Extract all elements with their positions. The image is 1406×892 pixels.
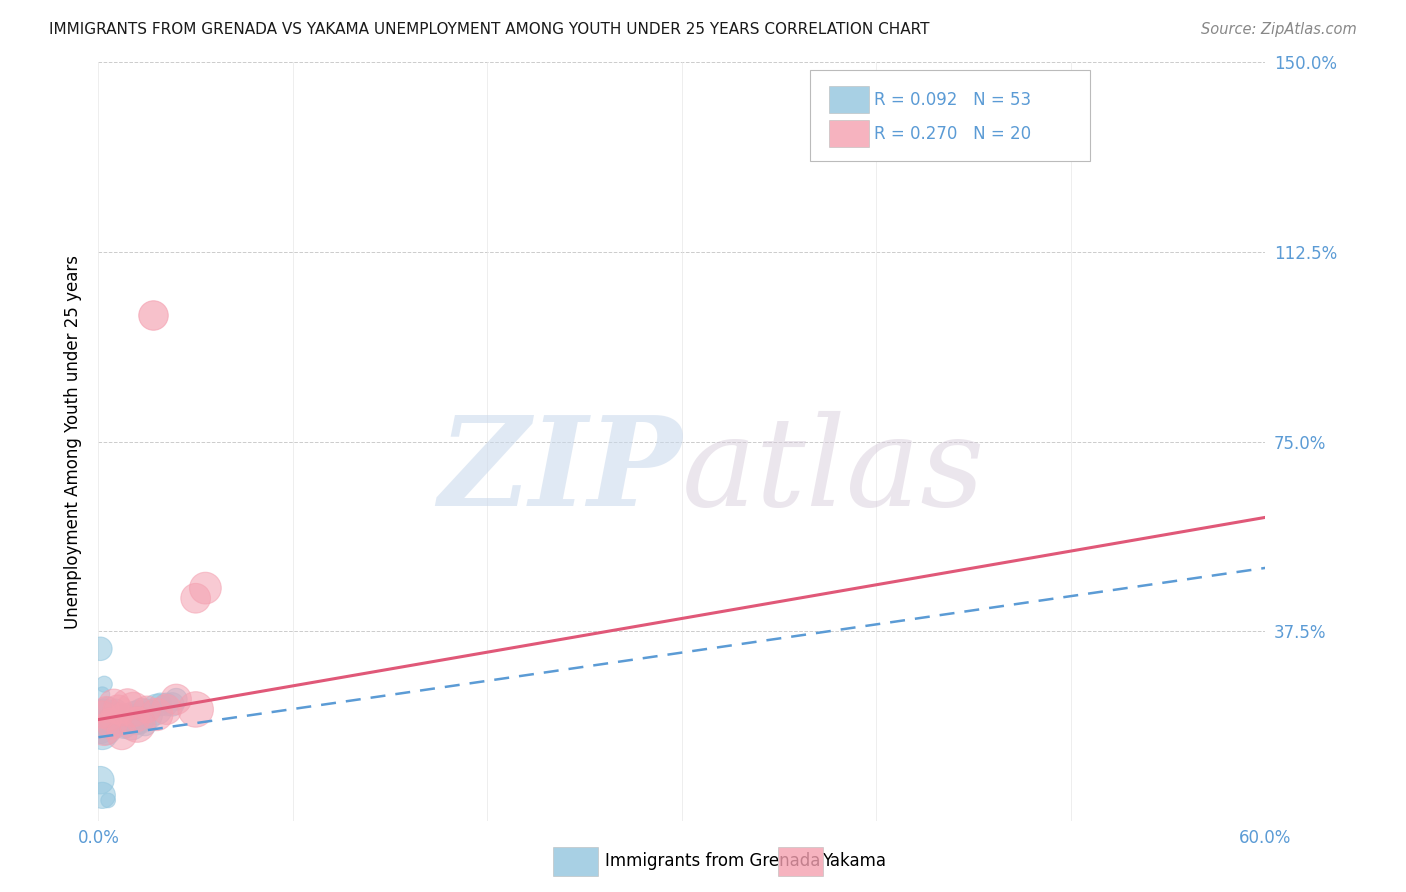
- Point: [128, 713, 150, 727]
- Text: Immigrants from Grenada: Immigrants from Grenada: [605, 852, 820, 870]
- Text: atlas: atlas: [682, 411, 986, 533]
- Point: [101, 713, 124, 727]
- FancyBboxPatch shape: [830, 86, 869, 113]
- Point: [96, 713, 118, 727]
- Point: [98, 707, 121, 722]
- Point: [114, 713, 136, 727]
- Point: [111, 707, 134, 722]
- Point: [149, 698, 172, 712]
- Point: [93, 707, 115, 722]
- Point: [127, 713, 149, 727]
- Point: [91, 707, 114, 722]
- Point: [93, 702, 115, 716]
- Y-axis label: Unemployment Among Youth under 25 years: Unemployment Among Youth under 25 years: [63, 254, 82, 629]
- Point: [89, 702, 111, 716]
- Point: [97, 717, 120, 731]
- Point: [89, 773, 111, 788]
- FancyBboxPatch shape: [810, 70, 1091, 161]
- Point: [103, 717, 125, 731]
- Point: [136, 702, 159, 716]
- Point: [91, 713, 114, 727]
- Point: [129, 702, 152, 716]
- Point: [111, 728, 134, 742]
- Point: [97, 702, 120, 716]
- Point: [89, 713, 111, 727]
- Point: [121, 717, 143, 731]
- Point: [134, 717, 156, 731]
- Point: [124, 713, 146, 727]
- Point: [184, 591, 207, 606]
- Point: [112, 717, 135, 731]
- Point: [165, 692, 187, 706]
- Point: [155, 702, 177, 716]
- Text: Source: ZipAtlas.com: Source: ZipAtlas.com: [1201, 22, 1357, 37]
- Point: [97, 713, 120, 727]
- Point: [184, 702, 207, 716]
- Point: [91, 717, 114, 731]
- Point: [96, 707, 118, 722]
- Point: [117, 698, 139, 712]
- Point: [132, 713, 155, 727]
- Text: ZIP: ZIP: [439, 411, 682, 533]
- Point: [93, 723, 115, 737]
- Point: [91, 728, 114, 742]
- Point: [111, 707, 134, 722]
- Point: [122, 707, 145, 722]
- Text: R = 0.270   N = 20: R = 0.270 N = 20: [875, 125, 1032, 143]
- Point: [107, 702, 129, 716]
- Point: [107, 707, 129, 722]
- Point: [146, 707, 169, 722]
- Point: [108, 713, 131, 727]
- Point: [127, 707, 149, 722]
- Point: [155, 698, 177, 712]
- Point: [142, 308, 165, 322]
- Text: Yakama: Yakama: [823, 852, 887, 870]
- Point: [101, 717, 124, 731]
- Point: [89, 723, 111, 737]
- Point: [104, 713, 127, 727]
- Point: [91, 687, 114, 701]
- Point: [96, 723, 118, 737]
- Point: [98, 713, 121, 727]
- Text: IMMIGRANTS FROM GRENADA VS YAKAMA UNEMPLOYMENT AMONG YOUTH UNDER 25 YEARS CORREL: IMMIGRANTS FROM GRENADA VS YAKAMA UNEMPL…: [49, 22, 929, 37]
- Point: [104, 702, 127, 716]
- Point: [194, 581, 217, 595]
- Point: [117, 707, 139, 722]
- Point: [122, 702, 145, 716]
- Point: [146, 702, 169, 716]
- Point: [97, 793, 120, 807]
- Point: [98, 713, 121, 727]
- Point: [89, 641, 111, 656]
- Point: [103, 707, 125, 722]
- Point: [162, 698, 184, 712]
- Point: [103, 698, 125, 712]
- Point: [101, 717, 124, 731]
- Point: [93, 713, 115, 727]
- Point: [118, 713, 141, 727]
- Point: [93, 677, 115, 691]
- Point: [91, 707, 114, 722]
- Point: [91, 789, 114, 803]
- Point: [136, 707, 159, 722]
- Point: [96, 702, 118, 716]
- Point: [127, 717, 149, 731]
- Text: R = 0.092   N = 53: R = 0.092 N = 53: [875, 91, 1032, 109]
- Point: [107, 713, 129, 727]
- Point: [165, 692, 187, 706]
- Point: [93, 717, 115, 731]
- Point: [142, 702, 165, 716]
- FancyBboxPatch shape: [830, 120, 869, 147]
